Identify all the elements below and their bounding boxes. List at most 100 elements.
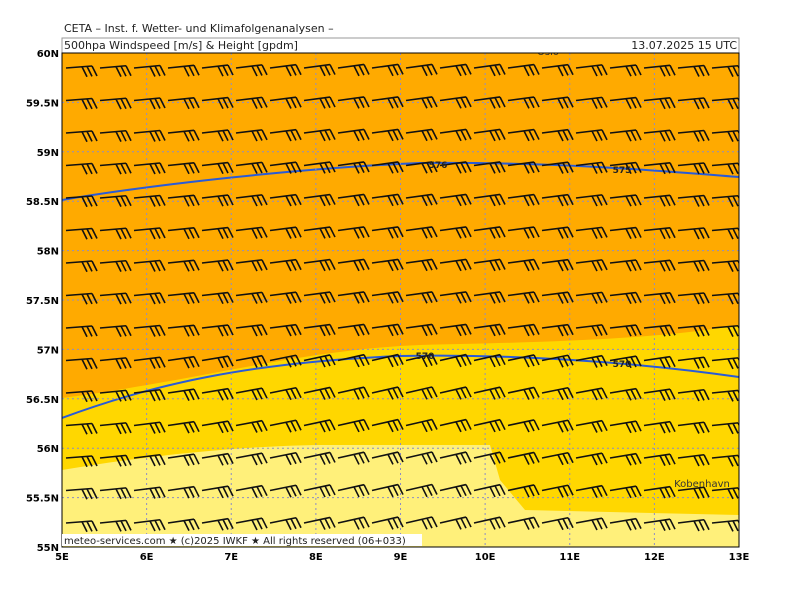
wind-barb bbox=[473, 63, 506, 77]
wind-barb bbox=[609, 452, 642, 466]
wind-barb bbox=[541, 193, 574, 207]
wind-barb bbox=[269, 484, 302, 498]
wind-barb bbox=[269, 291, 302, 304]
wind-barb bbox=[609, 324, 642, 337]
wind-barb bbox=[711, 64, 739, 77]
wind-barb bbox=[133, 64, 166, 77]
wind-barb bbox=[405, 258, 438, 272]
wind-barb bbox=[371, 96, 404, 109]
wind-barb bbox=[201, 355, 234, 369]
wind-barb bbox=[303, 161, 336, 174]
wind-barb bbox=[575, 291, 608, 304]
wind-barb bbox=[371, 386, 404, 400]
wind-barb bbox=[541, 386, 574, 401]
wind-barb bbox=[99, 292, 132, 305]
latitude-label: 60N bbox=[37, 49, 59, 60]
wind-barb bbox=[167, 518, 200, 532]
wind-barb bbox=[303, 419, 336, 433]
wind-barb bbox=[133, 194, 166, 207]
footer: meteo-services.com ★ (c)2025 IWKF ★ All … bbox=[64, 536, 406, 547]
wind-barb bbox=[473, 353, 506, 368]
wind-barb bbox=[133, 356, 166, 369]
wind-barb bbox=[677, 324, 710, 337]
wind-barb bbox=[643, 324, 676, 337]
wind-barb bbox=[235, 194, 268, 207]
wind-barb bbox=[133, 518, 166, 532]
wind-barb bbox=[575, 259, 608, 272]
wind-barb bbox=[235, 96, 268, 109]
wind-barb bbox=[507, 258, 540, 272]
wind-barb bbox=[711, 227, 739, 240]
wind-barb bbox=[643, 96, 676, 110]
wind-barb bbox=[473, 483, 506, 498]
wind-barb bbox=[235, 354, 268, 368]
place-label: Oslo bbox=[537, 47, 559, 58]
wind-barb bbox=[439, 451, 472, 465]
wind-barb bbox=[99, 162, 132, 175]
wind-barb bbox=[269, 193, 302, 207]
wind-barb bbox=[711, 162, 739, 175]
wind-barb bbox=[303, 484, 336, 498]
latitude-label: 58.5N bbox=[26, 197, 59, 208]
wind-barb bbox=[439, 418, 472, 433]
wind-barb bbox=[439, 96, 472, 109]
longitude-label: 11E bbox=[559, 552, 580, 563]
wind-barb bbox=[575, 354, 608, 368]
wind-barb bbox=[167, 291, 200, 305]
wind-barb bbox=[337, 226, 370, 239]
wind-barb bbox=[303, 291, 336, 304]
latitude-label: 58N bbox=[37, 247, 59, 258]
wind-barb bbox=[507, 419, 540, 433]
wind-barb bbox=[609, 129, 642, 142]
wind-barb bbox=[99, 97, 132, 110]
wind-barb bbox=[609, 96, 642, 110]
wind-barb bbox=[439, 226, 472, 239]
wind-barb bbox=[65, 292, 98, 305]
wind-barb bbox=[677, 292, 710, 305]
wind-barb bbox=[473, 418, 506, 433]
wind-barb bbox=[643, 194, 676, 207]
wind-barb bbox=[575, 226, 608, 239]
wind-barb bbox=[643, 129, 676, 142]
wind-barb bbox=[371, 483, 404, 498]
wind-barb bbox=[473, 128, 506, 142]
wind-barb bbox=[677, 486, 710, 499]
wind-barb bbox=[473, 323, 506, 337]
wind-barb bbox=[609, 387, 642, 401]
wind-barb bbox=[575, 484, 608, 498]
wind-barb bbox=[439, 516, 472, 530]
wind-barb bbox=[235, 64, 268, 77]
wind-barb bbox=[235, 259, 268, 272]
wind-barb bbox=[133, 453, 166, 467]
wind-barb bbox=[167, 355, 200, 369]
wind-barb bbox=[609, 485, 642, 499]
wind-barb bbox=[405, 451, 438, 465]
wind-barb bbox=[507, 484, 540, 498]
wind-barb bbox=[609, 64, 642, 77]
wind-barb bbox=[643, 388, 676, 402]
wind-barb bbox=[473, 161, 506, 174]
wind-barb bbox=[65, 65, 98, 78]
wind-barb bbox=[65, 260, 98, 273]
wind-barb bbox=[677, 129, 710, 142]
wind-barb bbox=[167, 485, 200, 499]
wind-barb bbox=[201, 161, 234, 175]
wind-barb bbox=[541, 451, 574, 466]
wind-barb bbox=[133, 421, 166, 434]
contour-label: 575 bbox=[613, 166, 632, 176]
wind-barb bbox=[439, 386, 472, 400]
wind-barb bbox=[133, 486, 166, 499]
wind-barb bbox=[473, 226, 506, 239]
wind-barb bbox=[235, 452, 268, 466]
wind-barb bbox=[439, 128, 472, 142]
wind-barb bbox=[507, 128, 540, 142]
wind-barb bbox=[99, 64, 132, 77]
wind-barb bbox=[337, 258, 370, 272]
wind-barb bbox=[473, 451, 506, 465]
wind-barb bbox=[65, 195, 98, 208]
wind-barb bbox=[507, 226, 540, 239]
wind-barb bbox=[507, 451, 540, 465]
wind-barb bbox=[541, 484, 574, 498]
wind-barb bbox=[473, 96, 506, 109]
wind-barb bbox=[235, 161, 268, 174]
